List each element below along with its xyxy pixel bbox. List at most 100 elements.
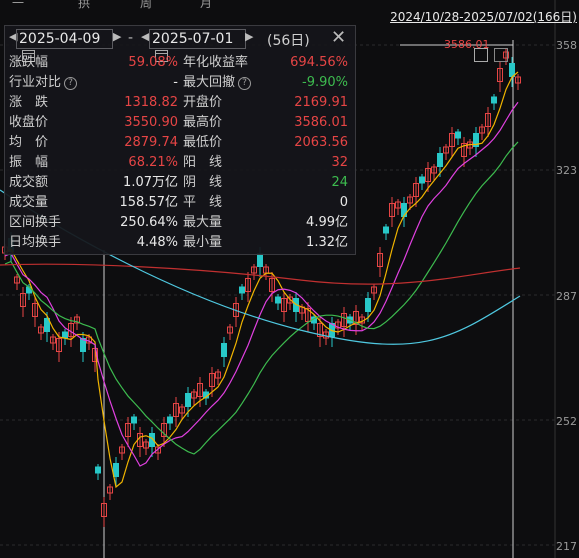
candle-body: [437, 153, 443, 167]
date-range-selector: ◀ 2025-04-09 ▶ - ◀ 2025-07-01 ▶ (56日) ✕: [5, 26, 355, 62]
candle-body: [305, 308, 311, 322]
stats-row: 日均换手 4.48% 最小量 1.32亿: [5, 233, 355, 253]
candle-body: [371, 286, 377, 294]
candle-body: [149, 433, 155, 447]
stat-value: 24: [331, 175, 348, 190]
y-axis-tick: 217: [556, 540, 577, 553]
stats-row: 成交额 1.07万亿阴 线 24: [5, 173, 355, 193]
candle-body: [32, 303, 38, 317]
stat-label: 日均换手: [9, 235, 62, 250]
stat-label: 最大回撤?: [183, 73, 252, 93]
calendar-icon[interactable]: [155, 50, 168, 62]
candle-body: [38, 326, 44, 334]
y-axis-tick: 323: [556, 164, 577, 177]
candle-body: [80, 338, 86, 352]
stat-value: 3586.01: [294, 115, 348, 130]
candle-body: [209, 373, 215, 387]
stat-value: 3550.90: [124, 115, 178, 130]
candle-body: [479, 126, 485, 134]
ma5-line: [4, 71, 519, 489]
next-start-arrow-icon[interactable]: ▶: [113, 30, 122, 43]
candle-body: [197, 383, 203, 397]
candle-body: [227, 326, 233, 334]
close-icon[interactable]: ✕: [331, 27, 347, 48]
candle-body: [407, 196, 413, 204]
y-axis-tick: 287: [556, 290, 577, 303]
candle-body: [26, 286, 32, 294]
candle-body: [281, 298, 287, 312]
y-axis-tick: 358: [556, 39, 577, 52]
candle-body: [245, 278, 251, 292]
candle-body: [251, 266, 257, 274]
top-tab-4[interactable]: 月: [200, 0, 213, 10]
stat-label: 最低价: [183, 135, 223, 150]
date-range-label[interactable]: 2024/10/28-2025/07/02(166日): [390, 10, 577, 24]
candle-body: [431, 166, 437, 174]
candle-body: [353, 311, 359, 325]
candle-body: [257, 253, 263, 267]
candle-body: [317, 323, 323, 337]
candle-body: [185, 393, 191, 407]
candle-body: [425, 168, 431, 182]
next-end-arrow-icon[interactable]: ▶: [245, 30, 254, 43]
ma20-line: [4, 141, 519, 455]
candle-body: [455, 131, 461, 139]
candle-body: [101, 503, 107, 517]
stat-value: 694.56%: [290, 55, 348, 70]
candle-body: [401, 203, 407, 217]
candle-body: [44, 318, 50, 332]
start-date-field[interactable]: 2025-04-09: [16, 29, 113, 62]
stat-value: -: [173, 75, 178, 90]
day-count: (56日): [267, 33, 310, 49]
help-icon[interactable]: ?: [64, 77, 78, 90]
top-tab-1[interactable]: 一: [12, 0, 25, 10]
candle-body: [56, 338, 62, 352]
stat-label: 阴 线: [183, 175, 223, 190]
stat-value: 0: [339, 195, 348, 210]
candle-body: [125, 423, 131, 437]
candle-body: [239, 286, 245, 294]
stat-label: 区间换手: [9, 215, 62, 230]
candle-body: [95, 466, 101, 474]
candle-body: [215, 371, 221, 379]
stat-label: 行业对比?: [9, 73, 78, 93]
candle-body: [14, 276, 20, 284]
zoom-icon[interactable]: [494, 48, 508, 62]
ma10-line: [4, 101, 519, 467]
prev-end-arrow-icon[interactable]: ◀: [141, 30, 150, 43]
candle-body: [461, 143, 467, 157]
candle-body: [389, 203, 395, 217]
candle-body: [443, 146, 449, 154]
end-date-field[interactable]: 2025-07-01: [149, 29, 246, 62]
stat-label: 均 价: [9, 135, 49, 150]
stat-value: 2169.91: [294, 95, 348, 110]
top-tab-3[interactable]: 周: [140, 0, 153, 10]
stats-row: 区间换手 250.64% 最大量 4.99亿: [5, 213, 355, 233]
candle-body: [269, 278, 275, 292]
stat-value: 4.48%: [136, 235, 178, 250]
candle-body: [341, 313, 347, 327]
range-separator: -: [128, 30, 134, 46]
prev-start-arrow-icon[interactable]: ◀: [9, 30, 18, 43]
stat-label: 最大量: [183, 215, 223, 230]
candle-body: [383, 226, 389, 234]
stat-label: 阳 线: [183, 155, 223, 170]
stats-row: 成交量 158.57亿平 线 0: [5, 193, 355, 213]
calendar-icon[interactable]: [22, 50, 35, 62]
candle-body: [509, 63, 515, 77]
stat-value: 59.08%: [128, 55, 178, 70]
stat-value: 250.64%: [120, 215, 178, 230]
candle-body: [335, 321, 341, 329]
window-icon[interactable]: [474, 48, 488, 62]
candle-body: [503, 51, 509, 59]
candle-body: [107, 486, 113, 494]
candle-body: [473, 133, 479, 147]
top-tab-2[interactable]: 拱: [78, 0, 91, 10]
candle-body: [173, 403, 179, 417]
candle-body: [119, 446, 125, 454]
candle-body: [515, 76, 521, 84]
candle-body: [377, 253, 383, 267]
stats-row: 收盘价 3550.90 最高价 3586.01: [5, 113, 355, 133]
candle-body: [161, 423, 167, 437]
help-icon[interactable]: ?: [238, 77, 252, 90]
